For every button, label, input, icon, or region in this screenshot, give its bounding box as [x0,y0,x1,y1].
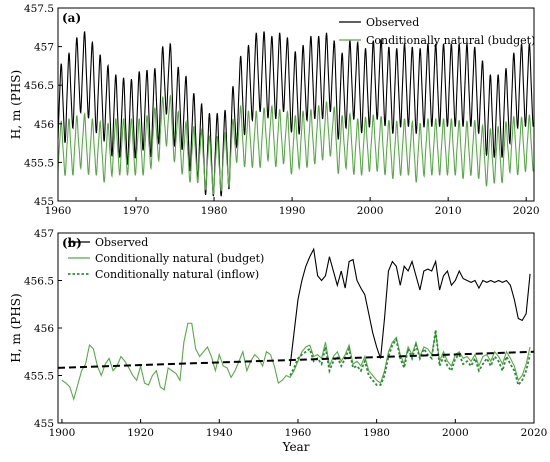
series-line-1 [289,247,531,367]
series-line-2 [58,94,534,195]
y-tick-label: 456.5 [24,80,54,92]
x-tick-label: 2010 [435,205,462,217]
series-line-1 [58,31,534,197]
y-tick-label: 457 [34,228,54,240]
y-tick-label: 457.5 [24,3,54,15]
panel-a-frame [57,7,535,202]
series-line-3 [289,329,531,387]
x-tick-label: 2020 [521,427,548,439]
y-tick-label: 455.5 [24,157,54,169]
y-tick-label: 456.5 [24,276,54,288]
y-tick-label: 455 [34,418,54,430]
y-tick-label: 456 [34,323,54,335]
x-tick-label: 1940 [206,427,233,439]
x-tick-label: 1990 [279,205,306,217]
series-line-2 [61,322,531,402]
y-tick-label: 455.5 [24,371,54,383]
legend-entry: Observed [366,16,419,29]
x-tick-label: 2000 [442,427,469,439]
y-tick-label: 455 [34,196,54,208]
panel-b: 1900 1920 1940 1960 1980 2000 2020 455 455.5 456 4… [9,228,547,454]
x-tick-label: 1960 [285,427,312,439]
x-tick-label: 2000 [357,205,384,217]
legend-entry: Conditionally natural (inflow) [95,268,259,281]
x-tick-label: 1970 [123,205,150,217]
panel-b-plot-area [58,247,534,402]
x-tick-label: 1980 [201,205,228,217]
x-tick-label: 1980 [363,427,390,439]
y-tick-label: 457 [34,42,54,54]
panel-a-legend: Observed Conditionally natural (budget) [339,16,535,47]
panel-a-ticks: 1960 1970 1980 1990 2000 2010 2020 455 455.5 456 4… [24,3,540,217]
panel-a: 1960 1970 1980 1990 2000 2010 2020 455 455.5 456 4… [9,3,540,217]
panel-a-label: (a) [62,11,81,25]
x-tick-label: 1960 [45,205,72,217]
x-tick-label: 1900 [49,427,76,439]
legend-entry: Conditionally natural (budget) [95,252,264,265]
x-tick-label: 1920 [127,427,154,439]
panel-a-plot-area [58,31,534,197]
panel-b-legend: Observed Conditionally natural (budget) Co… [68,236,264,281]
x-tick-label: 2020 [513,205,540,217]
panel-b-ticks: 1900 1920 1940 1960 1980 2000 2020 455 455.5 456 4… [24,228,547,439]
legend-entry: Conditionally natural (budget) [366,34,535,47]
y-tick-label: 456 [34,119,54,131]
legend-entry: Observed [95,236,148,249]
panel-a-ylabel: H, m (PHS) [9,70,23,139]
trend-line [58,350,534,369]
panel-b-xlabel: Year [282,440,310,454]
panel-b-label: (b) [62,236,82,250]
panel-b-ylabel: H, m (PHS) [9,293,23,362]
